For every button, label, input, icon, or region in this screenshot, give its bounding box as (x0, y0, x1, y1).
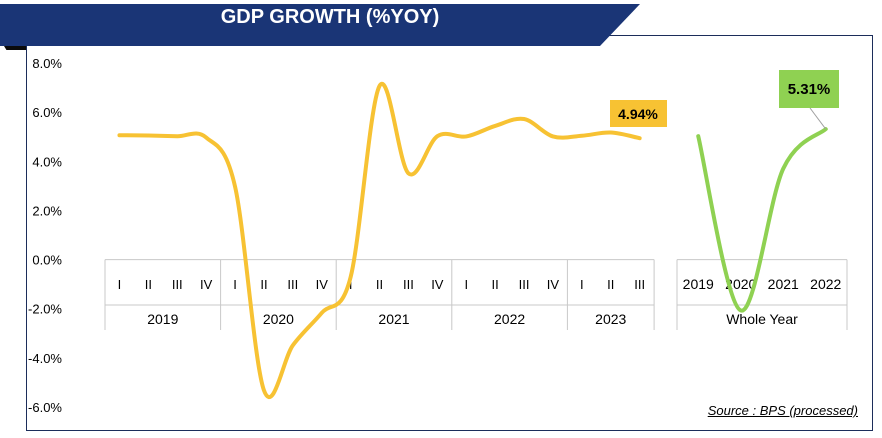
title-banner (0, 4, 640, 50)
banner-fold (4, 46, 26, 50)
banner-shape (0, 4, 640, 46)
callout-annual-box (779, 70, 839, 108)
callout-quarterly-box (610, 100, 667, 127)
quarter-label: I (349, 277, 353, 292)
y-tick-label: 0.0% (32, 253, 62, 268)
year-group-label: 2023 (595, 311, 626, 327)
quarter-label: III (172, 277, 183, 292)
annual-year-label: 2021 (768, 276, 799, 292)
quarter-label: II (145, 277, 152, 292)
quarter-label: IV (547, 277, 560, 292)
y-tick-label: -4.0% (28, 351, 62, 366)
y-tick-label: 6.0% (32, 105, 62, 120)
callout-annual-leader (809, 107, 827, 130)
quarter-label: III (287, 277, 298, 292)
quarter-label: II (376, 277, 383, 292)
y-tick-label: 2.0% (32, 203, 62, 218)
series-annual-line (696, 127, 828, 313)
annual-group-label: Whole Year (726, 311, 798, 327)
annual-year-label: 2019 (683, 276, 714, 292)
quarter-label: I (233, 277, 237, 292)
quarter-label: IV (200, 277, 213, 292)
quarter-label: II (607, 277, 614, 292)
quarter-label: I (464, 277, 468, 292)
year-group-label: 2020 (263, 311, 294, 327)
quarter-label: III (634, 277, 645, 292)
quarter-label: I (118, 277, 122, 292)
quarter-label: IV (316, 277, 329, 292)
y-tick-label: 8.0% (32, 56, 62, 71)
series-quarterly-line (117, 81, 642, 400)
quarter-label: II (260, 277, 267, 292)
callout-annual-label: 5.31% (788, 81, 831, 98)
source-note: Source : BPS (processed) (707, 403, 858, 418)
quarter-label: IV (431, 277, 444, 292)
quarter-label: I (580, 277, 584, 292)
year-group-label: 2022 (494, 311, 525, 327)
quarter-label: III (519, 277, 530, 292)
y-tick-label: -6.0% (28, 400, 62, 415)
y-tick-label: 4.0% (32, 154, 62, 169)
year-group-label: 2019 (147, 311, 178, 327)
annual-year-label: 2022 (810, 276, 841, 292)
callout-quarterly-label: 4.94% (618, 106, 658, 122)
year-group-label: 2021 (378, 311, 409, 327)
quarter-label: III (403, 277, 414, 292)
y-tick-label: -2.0% (28, 302, 62, 317)
chart-title: GDP GROWTH (%YOY) (220, 6, 440, 28)
quarter-label: II (492, 277, 499, 292)
annual-year-label: 2020 (725, 276, 756, 292)
